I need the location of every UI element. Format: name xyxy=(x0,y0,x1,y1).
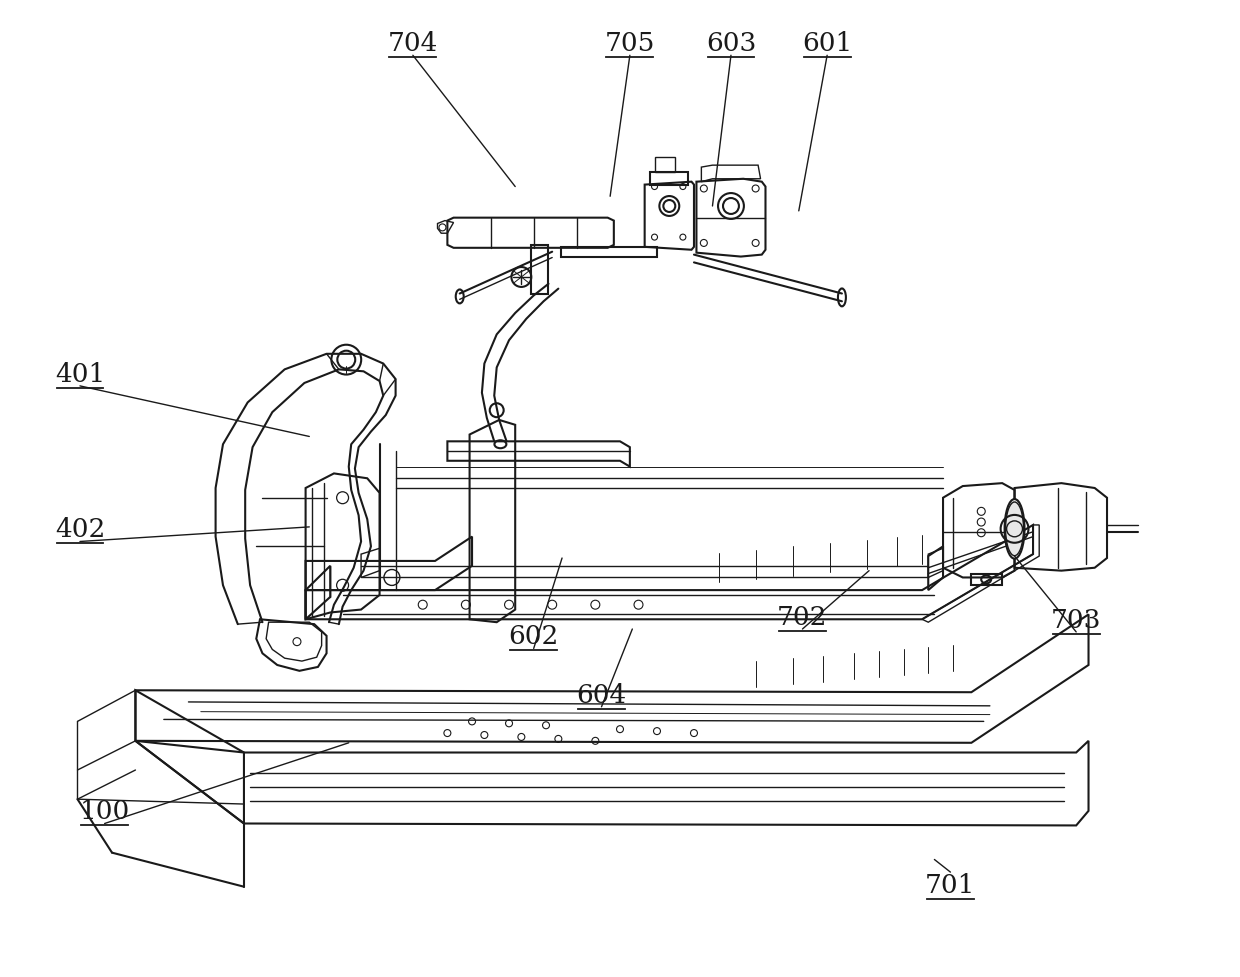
Ellipse shape xyxy=(1004,499,1024,559)
Text: 402: 402 xyxy=(55,517,105,542)
Text: 703: 703 xyxy=(1052,607,1101,632)
Text: 702: 702 xyxy=(777,604,828,629)
Text: 701: 701 xyxy=(925,872,976,897)
Text: 100: 100 xyxy=(79,798,130,824)
Text: 705: 705 xyxy=(605,31,655,56)
Text: 601: 601 xyxy=(802,31,852,56)
Text: 401: 401 xyxy=(55,361,105,386)
Text: 603: 603 xyxy=(706,31,756,56)
Text: 604: 604 xyxy=(577,682,626,707)
Text: 602: 602 xyxy=(508,623,559,649)
Text: 704: 704 xyxy=(388,31,438,56)
